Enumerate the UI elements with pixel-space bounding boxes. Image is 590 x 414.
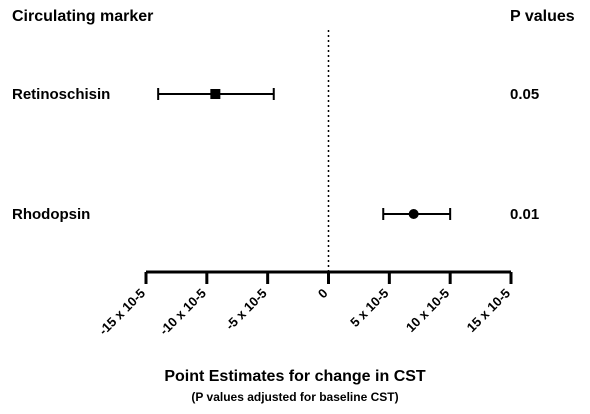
point-estimate-rhodopsin: [408, 209, 419, 219]
row-label-retinoschisin: Retinoschisin: [12, 86, 111, 103]
marker-column-header: Circulating marker: [12, 8, 154, 25]
x-axis-title: Point Estimates for change in CST: [164, 368, 426, 385]
x-axis-subtitle: (P values adjusted for baseline CST): [191, 390, 399, 404]
x-tick-label: 15 x 10-5: [464, 286, 513, 335]
row-label-rhodopsin: Rhodopsin: [12, 206, 91, 223]
x-tick-label: 5 x 10-5: [347, 286, 391, 330]
x-tick-label: -15 x 10-5: [96, 286, 149, 339]
p-value-rhodopsin: 0.01: [510, 206, 540, 223]
p-value-retinoschisin: 0.05: [510, 86, 540, 103]
point-estimate-retinoschisin: [210, 89, 221, 99]
x-tick-label: 10 x 10-5: [403, 286, 452, 335]
x-tick-label: 0: [315, 286, 331, 302]
x-tick-label: -10 x 10-5: [156, 286, 209, 339]
p-values-column-header: P values: [510, 8, 575, 25]
x-tick-label: -5 x 10-5: [222, 286, 269, 333]
